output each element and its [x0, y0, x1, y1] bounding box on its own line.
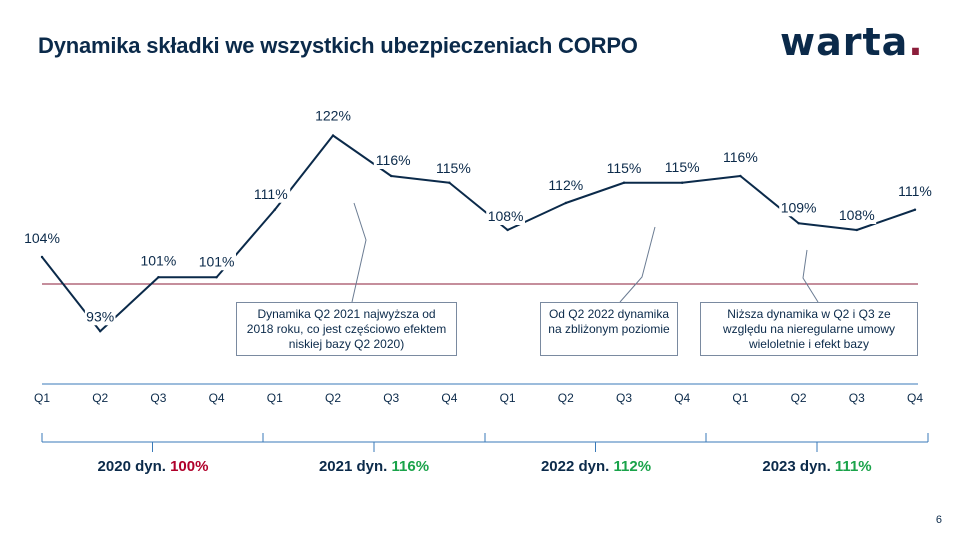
- annotation-connector-2: [619, 226, 656, 303]
- data-label-background: [779, 198, 818, 217]
- data-label-background: [139, 251, 178, 270]
- data-point: [506, 228, 509, 232]
- year-summary-2020: 2020 dyn. 100%: [98, 458, 209, 475]
- data-point: [448, 181, 451, 184]
- x-tick-label: Q3: [383, 391, 399, 405]
- x-tick-label: Q2: [325, 391, 341, 405]
- data-point: [215, 276, 218, 279]
- data-point: [390, 174, 393, 178]
- series-line: [41, 134, 916, 333]
- data-label: 116%: [376, 152, 411, 168]
- data-label-background: [84, 307, 116, 326]
- data-label: 109%: [781, 199, 817, 215]
- data-label: 108%: [839, 207, 875, 223]
- warta-logo: warta.: [780, 20, 924, 64]
- data-label: 116%: [723, 149, 758, 165]
- annotation-q2-q3-2023: Niższa dynamika w Q2 i Q3 ze względu na …: [700, 302, 918, 356]
- x-tick-label: Q2: [558, 391, 574, 405]
- year-value: 116%: [391, 458, 430, 475]
- data-point: [622, 181, 626, 184]
- data-label-background: [546, 176, 586, 194]
- data-label: 93%: [86, 308, 114, 324]
- year-label: 2022 dyn.: [540, 458, 610, 475]
- data-label: 122%: [315, 108, 351, 124]
- data-labels: 104% 93% 101% 101% 111% 122% 116% 115% 108% 112% 1…: [22, 106, 935, 326]
- page-title: Dynamika składki we wszystkich ubezpiecz…: [38, 33, 638, 58]
- data-label-background: [313, 106, 353, 125]
- data-point: [681, 181, 684, 184]
- data-label-background: [197, 252, 236, 271]
- annotation-connector-3: [802, 249, 819, 303]
- x-tick-label: Q3: [849, 391, 865, 405]
- year-label: 2023 dyn.: [762, 458, 831, 475]
- data-label: 108%: [488, 208, 524, 224]
- data-label: 101%: [199, 253, 235, 269]
- x-tick-label: Q3: [150, 391, 166, 405]
- data-label-background: [22, 229, 62, 247]
- data-point: [739, 174, 742, 178]
- data-label-background: [434, 158, 473, 177]
- x-tick-label: Q2: [791, 391, 807, 405]
- data-point: [564, 201, 567, 205]
- data-point: [99, 330, 102, 333]
- x-tick-label: Q4: [674, 391, 690, 405]
- data-point: [913, 208, 917, 211]
- data-label: 115%: [665, 159, 700, 175]
- data-label-background: [837, 206, 877, 224]
- data-point: [797, 222, 800, 225]
- x-tick-label: Q3: [616, 391, 632, 405]
- series-line-group: [40, 134, 917, 333]
- x-tick-label: Q1: [34, 391, 50, 405]
- data-label-background: [251, 184, 291, 203]
- annotation-connector-1: [351, 202, 367, 303]
- data-label: 115%: [607, 160, 642, 176]
- data-point: [273, 208, 276, 211]
- data-label: 111%: [898, 183, 932, 199]
- data-label-background: [721, 148, 760, 166]
- x-tick-labels: Q1 Q2 Q3 Q4 Q1 Q2 Q3 Q4 Q1 Q2 Q3 Q4 Q1 Q2 Q3 Q4: [34, 391, 923, 405]
- annotation-q2-2021: Dynamika Q2 2021 najwyższa od 2018 roku,…: [236, 302, 457, 356]
- year-summary-2022: 2022 dyn. 112%: [541, 458, 651, 475]
- year-value: 100%: [170, 458, 209, 475]
- annotation-q2-2022: Od Q2 2022 dynamika na zbliżonym poziomi…: [540, 302, 678, 356]
- year-label: 2021 dyn.: [318, 458, 388, 475]
- page-number: 6: [935, 514, 942, 526]
- data-point: [157, 276, 160, 279]
- annotation-connectors: [351, 202, 819, 303]
- data-label-background: [486, 207, 525, 225]
- data-label: 101%: [140, 252, 176, 268]
- year-value: 111%: [834, 458, 872, 475]
- year-summary-2023: 2023 dyn. 111%: [762, 458, 871, 475]
- year-label: 2020 dyn.: [97, 458, 166, 475]
- data-point: [855, 228, 858, 232]
- data-label: 112%: [548, 177, 583, 193]
- data-label-background: [662, 157, 702, 176]
- x-tick-label: Q1: [500, 391, 516, 405]
- data-label: 104%: [24, 230, 60, 246]
- data-label-background: [604, 158, 644, 177]
- year-brackets: [41, 433, 929, 452]
- data-label-background: [373, 151, 413, 169]
- data-label: 115%: [436, 160, 471, 176]
- data-label: 111%: [254, 186, 288, 202]
- x-tick-label: Q4: [441, 391, 457, 405]
- x-tick-label: Q4: [907, 391, 923, 405]
- data-label-background: [895, 181, 935, 200]
- x-tick-label: Q1: [732, 391, 748, 405]
- logo-dot: .: [908, 20, 924, 64]
- x-tick-label: Q1: [267, 391, 283, 405]
- data-point: [40, 255, 44, 259]
- year-summary-2021: 2021 dyn. 116%: [319, 458, 429, 475]
- x-tick-label: Q4: [209, 391, 225, 405]
- logo-text: warta: [780, 20, 909, 64]
- year-value: 112%: [613, 458, 652, 475]
- x-tick-label: Q2: [92, 391, 108, 405]
- data-point: [331, 134, 335, 137]
